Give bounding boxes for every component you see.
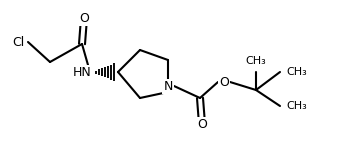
Text: Cl: Cl xyxy=(12,36,24,49)
Text: O: O xyxy=(219,76,229,88)
Text: CH₃: CH₃ xyxy=(286,67,307,77)
Text: O: O xyxy=(79,12,89,24)
Text: O: O xyxy=(197,117,207,131)
Text: CH₃: CH₃ xyxy=(246,56,266,66)
Text: CH₃: CH₃ xyxy=(286,101,307,111)
Text: N: N xyxy=(163,80,173,93)
Text: HN: HN xyxy=(73,66,91,78)
